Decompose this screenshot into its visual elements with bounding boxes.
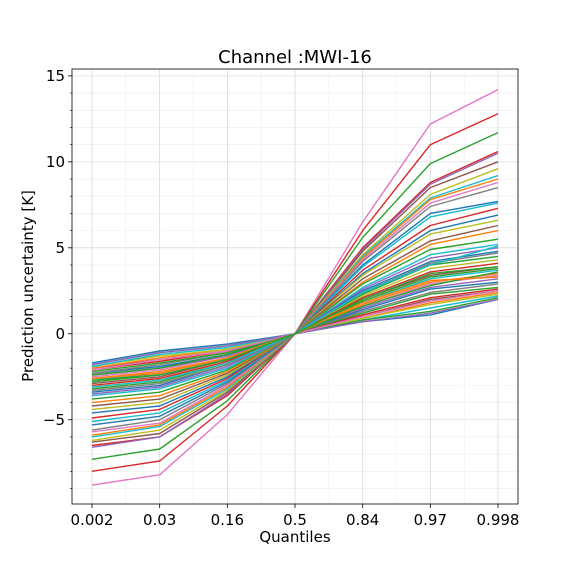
x-tick-label: 0.002 <box>71 511 114 529</box>
x-tick-label: 0.84 <box>346 511 379 529</box>
x-axis-label: Quantiles <box>259 528 330 546</box>
y-axis-label: Prediction uncertainty [K] <box>19 190 37 382</box>
y-axis: −5 0 5 10 15 <box>43 67 72 489</box>
x-tick-label: 0.998 <box>477 511 520 529</box>
y-tick-label: 15 <box>46 67 65 85</box>
y-tick-label: 5 <box>55 239 65 257</box>
chart-title: Channel :MWI-16 <box>218 47 372 68</box>
x-tick-label: 0.03 <box>143 511 176 529</box>
y-tick-label: −5 <box>43 411 65 429</box>
x-tick-label: 0.16 <box>211 511 244 529</box>
x-tick-label: 0.5 <box>283 511 307 529</box>
y-tick-label: 0 <box>55 325 65 343</box>
x-axis: 0.002 0.03 0.16 0.5 0.84 0.97 0.998 <box>71 504 520 529</box>
series-line-48 <box>91 266 499 381</box>
x-tick-label: 0.97 <box>414 511 447 529</box>
y-tick-label: 10 <box>46 153 65 171</box>
series-lines <box>91 88 499 486</box>
